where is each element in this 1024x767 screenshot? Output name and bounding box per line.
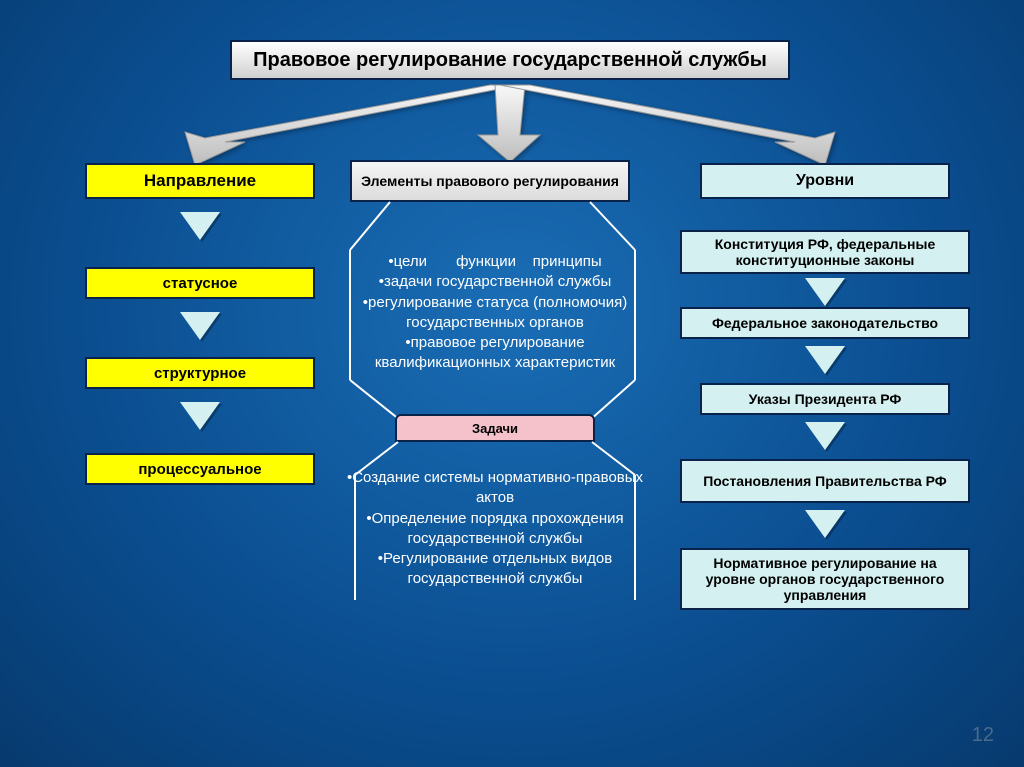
center-b2-l2: •Определение порядка прохождения государ… bbox=[345, 509, 645, 550]
center-header-text: Элементы правового регулирования bbox=[361, 173, 619, 189]
right-header-text: Уровни bbox=[796, 172, 854, 190]
right-arrow-2 bbox=[805, 346, 845, 374]
center-b1-l1: •цели функции принципы bbox=[345, 252, 645, 272]
right-item-1-text: Конституция РФ, федеральные конституцион… bbox=[690, 236, 960, 268]
right-arrow-3 bbox=[805, 422, 845, 450]
tasks-label: Задачи bbox=[472, 421, 518, 436]
right-item-4: Постановления Правительства РФ bbox=[680, 459, 970, 503]
right-item-3-text: Указы Президента РФ bbox=[749, 391, 902, 407]
center-b1-l2: •задачи государственной службы bbox=[345, 272, 645, 292]
center-header: Элементы правового регулирования bbox=[350, 160, 630, 202]
page-number: 12 bbox=[972, 724, 994, 747]
left-header: Направление bbox=[85, 163, 315, 199]
left-item-2: структурное bbox=[85, 357, 315, 389]
center-block-2: •Создание системы нормативно-правовых ак… bbox=[345, 468, 645, 590]
left-arrow-1 bbox=[180, 212, 220, 240]
right-item-4-text: Постановления Правительства РФ bbox=[703, 473, 947, 489]
left-item-3-text: процессуальное bbox=[138, 461, 261, 478]
right-item-1: Конституция РФ, федеральные конституцион… bbox=[680, 230, 970, 274]
center-b1-l4: •правовое регулирование квалификационных… bbox=[345, 333, 645, 374]
left-item-2-text: структурное bbox=[154, 365, 246, 382]
right-item-5-text: Нормативное регулирование на уровне орга… bbox=[690, 555, 960, 603]
center-b1-l3: •регулирование статуса (полномочия) госу… bbox=[345, 293, 645, 334]
right-item-5: Нормативное регулирование на уровне орга… bbox=[680, 548, 970, 610]
tasks-box: Задачи bbox=[395, 414, 595, 442]
right-item-2: Федеральное законодательство bbox=[680, 307, 970, 339]
right-item-3: Указы Президента РФ bbox=[700, 383, 950, 415]
right-arrow-1 bbox=[805, 278, 845, 306]
right-arrow-4 bbox=[805, 510, 845, 538]
center-b2-l3: •Регулирование отдельных видов государст… bbox=[345, 549, 645, 590]
left-arrow-3 bbox=[180, 402, 220, 430]
right-header: Уровни bbox=[700, 163, 950, 199]
left-item-1: статусное bbox=[85, 267, 315, 299]
center-block-1: •цели функции принципы •задачи государст… bbox=[345, 252, 645, 374]
left-item-3: процессуальное bbox=[85, 453, 315, 485]
left-header-text: Направление bbox=[144, 171, 256, 191]
center-b2-l1: •Создание системы нормативно-правовых ак… bbox=[345, 468, 645, 509]
left-item-1-text: статусное bbox=[163, 275, 238, 292]
left-arrow-2 bbox=[180, 312, 220, 340]
right-item-2-text: Федеральное законодательство bbox=[712, 315, 938, 331]
